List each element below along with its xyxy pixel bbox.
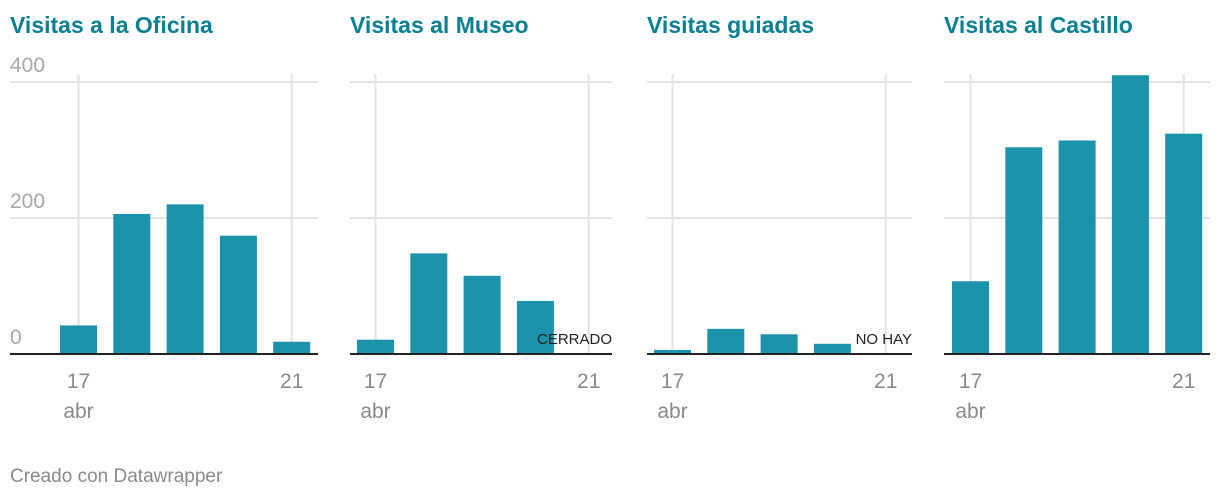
- x-tick-label: 21: [280, 370, 303, 393]
- bar: [707, 328, 745, 354]
- bar: [952, 281, 989, 354]
- chart-title: Visitas a la Oficina: [10, 12, 213, 38]
- no-data-annotation: CERRADO: [537, 331, 612, 348]
- bar: [60, 325, 97, 354]
- no-data-annotation: NO HAY: [856, 331, 912, 348]
- bar: [113, 213, 151, 354]
- bar: [463, 275, 501, 354]
- bar: [813, 343, 851, 354]
- bar: [1111, 75, 1149, 354]
- bar: [410, 253, 448, 354]
- bar: [166, 204, 204, 354]
- x-tick-label: 21: [1172, 370, 1195, 393]
- y-tick-label: 400: [10, 54, 45, 77]
- x-tick-label: 17: [661, 370, 684, 393]
- y-tick-label: 200: [10, 190, 45, 213]
- bar: [1005, 147, 1043, 354]
- x-tick-label: 21: [577, 370, 600, 393]
- bar: [1165, 133, 1203, 354]
- bar: [273, 341, 311, 354]
- y-tick-label: 0: [10, 326, 22, 349]
- x-tick-label: 17: [959, 370, 982, 393]
- x-tick-month-label: abr: [955, 400, 985, 423]
- x-tick-month-label: abr: [63, 400, 93, 423]
- bar: [1058, 140, 1096, 354]
- bar: [654, 349, 691, 354]
- bar: [516, 300, 554, 354]
- chart-title: Visitas al Castillo: [944, 12, 1133, 38]
- datawrapper-credit: Creado con Datawrapper: [10, 466, 223, 487]
- bar: [219, 235, 257, 354]
- chart-title: Visitas guiadas: [647, 12, 814, 38]
- x-tick-label: 17: [67, 370, 90, 393]
- chart-title: Visitas al Museo: [350, 12, 529, 38]
- bar: [760, 334, 798, 354]
- x-tick-label: 21: [874, 370, 897, 393]
- bar: [357, 339, 394, 354]
- x-tick-label: 17: [364, 370, 387, 393]
- x-tick-month-label: abr: [657, 400, 687, 423]
- x-tick-month-label: abr: [360, 400, 390, 423]
- small-multiples-chart: Visitas a la Oficina 0 200 400 17 abr 21 Visita…: [10, 12, 1210, 423]
